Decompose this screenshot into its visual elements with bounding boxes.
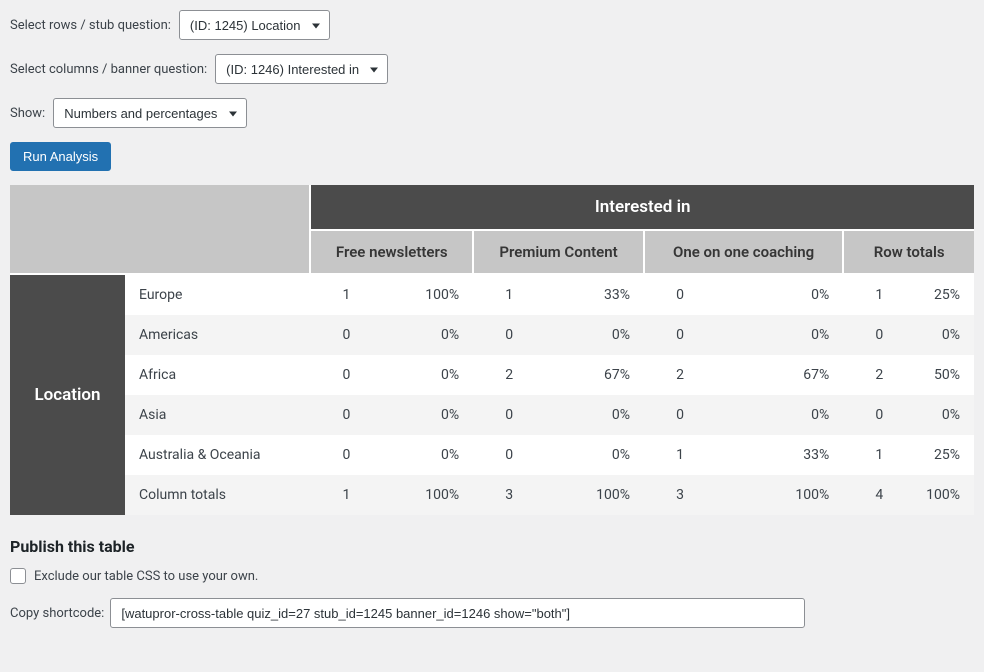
exclude-css-label: Exclude our table CSS to use your own. xyxy=(34,569,258,584)
cell-percent: 0% xyxy=(527,435,644,475)
cell-count: 0 xyxy=(473,435,527,475)
cell-percent: 33% xyxy=(698,435,843,475)
cell-count: 0 xyxy=(644,274,698,315)
cell-count: 2 xyxy=(473,355,527,395)
cell-percent: 25% xyxy=(897,435,974,475)
cell-count: 0 xyxy=(644,395,698,435)
cell-count: 1 xyxy=(310,274,364,315)
cell-count: 3 xyxy=(644,475,698,515)
stub-question-label: Select rows / stub question: xyxy=(10,18,171,33)
cell-count: 2 xyxy=(843,355,897,395)
banner-header: Interested in xyxy=(310,185,974,230)
cell-percent: 67% xyxy=(527,355,644,395)
row-label: Column totals xyxy=(125,475,310,515)
cell-count: 1 xyxy=(310,475,364,515)
cell-percent: 0% xyxy=(698,274,843,315)
table-row: Africa00%267%267%250% xyxy=(10,355,974,395)
banner-question-label: Select columns / banner question: xyxy=(10,62,207,77)
cell-count: 1 xyxy=(473,274,527,315)
shortcode-input[interactable] xyxy=(110,598,805,628)
cell-count: 1 xyxy=(843,274,897,315)
cell-percent: 50% xyxy=(897,355,974,395)
cell-count: 1 xyxy=(843,435,897,475)
row-label: Americas xyxy=(125,315,310,355)
table-row: Australia & Oceania00%00%133%125% xyxy=(10,435,974,475)
cell-percent: 0% xyxy=(364,435,473,475)
cell-percent: 100% xyxy=(527,475,644,515)
cell-percent: 0% xyxy=(698,395,843,435)
column-header: Row totals xyxy=(843,230,974,274)
cell-count: 0 xyxy=(473,395,527,435)
column-header: Free newsletters xyxy=(310,230,473,274)
cell-count: 2 xyxy=(644,355,698,395)
cell-count: 0 xyxy=(310,395,364,435)
cell-count: 0 xyxy=(473,315,527,355)
cell-count: 0 xyxy=(310,315,364,355)
banner-question-select[interactable]: (ID: 1246) Interested in xyxy=(215,54,388,84)
cell-percent: 100% xyxy=(364,274,473,315)
cell-count: 0 xyxy=(843,315,897,355)
cell-percent: 0% xyxy=(897,395,974,435)
row-label: Asia xyxy=(125,395,310,435)
cell-percent: 0% xyxy=(897,315,974,355)
table-row: Asia00%00%00%00% xyxy=(10,395,974,435)
cell-percent: 0% xyxy=(698,315,843,355)
row-label: Africa xyxy=(125,355,310,395)
cell-count: 0 xyxy=(310,355,364,395)
column-header: One on one coaching xyxy=(644,230,843,274)
table-row: Column totals1100%3100%3100%4100% xyxy=(10,475,974,515)
run-analysis-button[interactable]: Run Analysis xyxy=(10,142,111,171)
cell-percent: 100% xyxy=(897,475,974,515)
cell-count: 0 xyxy=(644,315,698,355)
cell-percent: 0% xyxy=(364,395,473,435)
cross-table: Interested in Free newslettersPremium Co… xyxy=(10,185,974,515)
cell-percent: 25% xyxy=(897,274,974,315)
cell-percent: 67% xyxy=(698,355,843,395)
column-header: Premium Content xyxy=(473,230,644,274)
cell-percent: 0% xyxy=(527,395,644,435)
table-row: Americas00%00%00%00% xyxy=(10,315,974,355)
cell-count: 0 xyxy=(843,395,897,435)
cell-count: 1 xyxy=(644,435,698,475)
cell-percent: 0% xyxy=(527,315,644,355)
cell-count: 3 xyxy=(473,475,527,515)
shortcode-label: Copy shortcode: xyxy=(10,606,104,621)
stub-header: Location xyxy=(10,274,125,515)
publish-heading: Publish this table xyxy=(10,537,974,556)
show-select[interactable]: Numbers and percentages xyxy=(53,98,247,128)
row-label: Europe xyxy=(125,274,310,315)
row-label: Australia & Oceania xyxy=(125,435,310,475)
cell-percent: 100% xyxy=(364,475,473,515)
cell-percent: 100% xyxy=(698,475,843,515)
table-row: LocationEurope1100%133%00%125% xyxy=(10,274,974,315)
cell-percent: 0% xyxy=(364,315,473,355)
cell-percent: 0% xyxy=(364,355,473,395)
show-label: Show: xyxy=(10,106,45,121)
cell-percent: 33% xyxy=(527,274,644,315)
table-corner xyxy=(10,185,310,274)
cell-count: 4 xyxy=(843,475,897,515)
exclude-css-checkbox[interactable] xyxy=(10,568,26,584)
stub-question-select[interactable]: (ID: 1245) Location xyxy=(179,10,330,40)
cell-count: 0 xyxy=(310,435,364,475)
